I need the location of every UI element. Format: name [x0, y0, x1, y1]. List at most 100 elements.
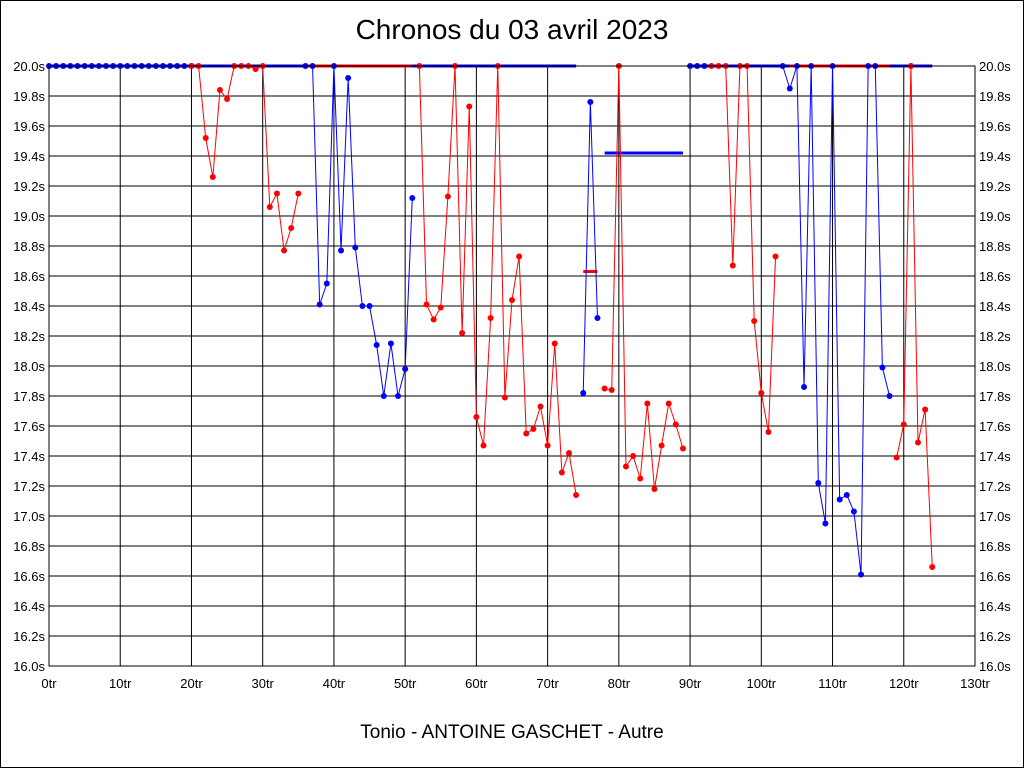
- x-tick-label: 70tr: [536, 676, 559, 691]
- y-tick-label-right: 17.0s: [979, 509, 1011, 524]
- x-tick-label: 0tr: [41, 676, 57, 691]
- y-tick-label-left: 20.0s: [13, 59, 45, 74]
- series-line: [711, 65, 777, 433]
- data-point: [273, 190, 280, 197]
- data-point: [395, 393, 402, 399]
- y-tick-label-left: 18.2s: [13, 329, 45, 344]
- data-point: [751, 318, 758, 324]
- y-tick-label-right: 18.6s: [979, 269, 1011, 284]
- y-tick-label-right: 19.4s: [979, 149, 1011, 164]
- x-tick-label: 30tr: [251, 676, 274, 691]
- y-tick-label-left: 17.8s: [13, 389, 45, 404]
- y-tick-label-right: 16.8s: [979, 539, 1011, 554]
- data-point: [523, 430, 530, 437]
- data-point: [366, 303, 373, 309]
- data-point: [252, 66, 259, 72]
- series-line: [191, 65, 299, 251]
- data-point: [288, 225, 295, 231]
- data-point: [729, 262, 736, 269]
- y-tick-label-left: 18.8s: [13, 239, 45, 254]
- data-point: [444, 193, 451, 200]
- data-point: [487, 315, 494, 321]
- x-tick-label: 80tr: [608, 676, 631, 691]
- y-tick-label-left: 18.6s: [13, 269, 45, 284]
- y-tick-label-right: 19.6s: [979, 119, 1011, 134]
- data-point: [622, 463, 629, 470]
- data-point: [509, 297, 515, 303]
- data-point: [836, 496, 843, 503]
- data-point: [843, 492, 850, 498]
- y-tick-label-right: 16.4s: [979, 599, 1011, 614]
- y-axis-right-ticks: 16.0s 16.2s 16.4s 16.6s 16.8s 17.0s 17.2s 17.4s…: [979, 59, 1011, 674]
- data-point: [565, 450, 572, 456]
- y-tick-label-left: 18.4s: [13, 299, 45, 314]
- y-tick-label-right: 16.2s: [979, 629, 1011, 644]
- y-tick-label-right: 17.8s: [979, 389, 1011, 404]
- series: [188, 63, 936, 570]
- y-tick-label-left: 16.4s: [13, 599, 45, 614]
- data-point: [879, 364, 886, 371]
- data-point: [295, 190, 302, 197]
- data-point: [900, 421, 907, 428]
- data-point: [216, 87, 223, 93]
- y-tick-label-right: 16.0s: [979, 659, 1011, 674]
- data-point: [501, 394, 508, 401]
- data-point: [402, 366, 409, 372]
- data-point: [345, 75, 352, 81]
- data-point: [608, 387, 615, 393]
- data-point: [651, 486, 658, 492]
- data-point: [352, 244, 359, 251]
- data-point: [858, 571, 865, 578]
- x-tick-label: 60tr: [465, 676, 488, 691]
- data-point: [929, 564, 936, 570]
- gridlines: [48, 65, 976, 667]
- x-tick-label: 40tr: [323, 676, 346, 691]
- plot-area-border: [48, 65, 976, 667]
- data-point: [822, 520, 829, 527]
- data-point: [459, 330, 466, 336]
- y-tick-label-right: 19.2s: [979, 179, 1011, 194]
- data-point: [373, 342, 380, 348]
- y-tick-label-left: 19.2s: [13, 179, 45, 194]
- y-tick-label-left: 16.0s: [13, 659, 45, 674]
- series-line: [582, 101, 598, 394]
- data-point: [430, 316, 437, 323]
- data-point: [815, 480, 822, 486]
- x-tick-label: 130tr: [960, 676, 990, 691]
- y-tick-label-left: 18.0s: [13, 359, 45, 374]
- data-point: [672, 421, 679, 428]
- data-point: [530, 426, 537, 432]
- y-tick-label-right: 18.8s: [979, 239, 1011, 254]
- data-point: [665, 400, 672, 407]
- y-tick-label-right: 20.0s: [979, 59, 1011, 74]
- data-point: [587, 99, 594, 105]
- data-point: [637, 475, 644, 482]
- reference-lines: [49, 64, 933, 273]
- data-point: [893, 454, 900, 461]
- data-point: [409, 195, 416, 201]
- data-point: [786, 85, 793, 92]
- data-point: [644, 400, 651, 407]
- data-point: [224, 96, 231, 102]
- y-tick-label-right: 18.4s: [979, 299, 1011, 314]
- data-point: [915, 439, 922, 446]
- data-point: [209, 174, 216, 180]
- x-axis-ticks: 0tr 10tr 20tr 30tr 40tr 50tr 60tr 70tr 80tr 90tr 1…: [41, 676, 990, 691]
- series-line: [305, 65, 413, 397]
- data-point: [573, 492, 580, 498]
- data-point: [516, 253, 523, 260]
- data-point: [316, 301, 323, 308]
- y-tick-label-left: 16.6s: [13, 569, 45, 584]
- x-tick-label: 100tr: [746, 676, 776, 691]
- chart-footer: Tonio - ANTOINE GASCHET - Autre: [360, 722, 664, 743]
- data-point: [544, 442, 551, 449]
- series-line: [782, 65, 891, 575]
- series-layer: [46, 63, 936, 578]
- data-point: [266, 204, 273, 210]
- data-point: [580, 390, 587, 396]
- x-tick-label: 110tr: [818, 676, 847, 691]
- data-point: [658, 442, 665, 449]
- data-point: [387, 340, 394, 347]
- series-line: [604, 65, 684, 490]
